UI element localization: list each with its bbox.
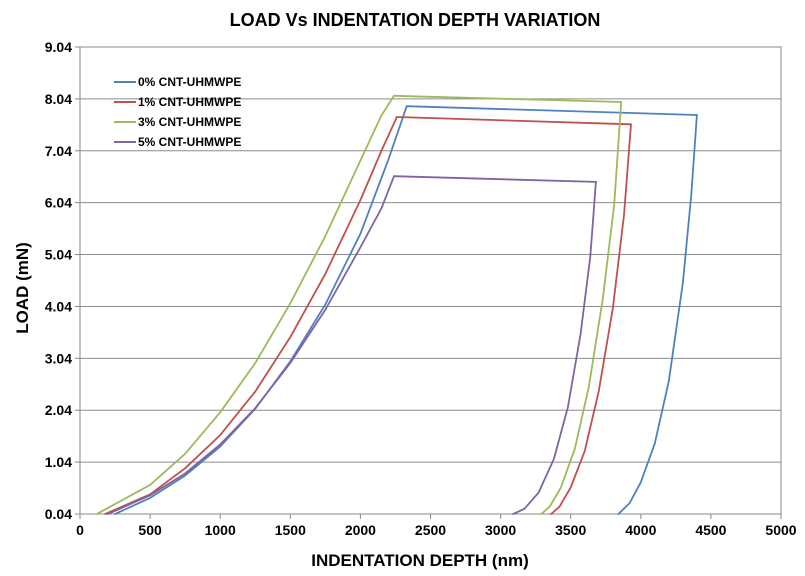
series-line-unloading: [550, 123, 632, 515]
y-tick-label: 4.04: [45, 298, 72, 314]
series-line-loading: [114, 105, 408, 515]
series-line-hold: [393, 175, 597, 183]
series-line-unloading: [617, 114, 698, 515]
series-lines: [95, 94, 698, 515]
y-axis-title: LOAD (mN): [13, 242, 32, 334]
series-2: [104, 116, 632, 515]
series-line-unloading: [512, 180, 597, 515]
y-tick-label: 5.04: [45, 247, 72, 263]
x-axis-ticks: 0 500 1000 1500 2000 2500 3000 3500 4000 4500 5000: [76, 514, 797, 538]
x-tick-label: 5000: [765, 522, 796, 538]
y-tick-label: 2.04: [45, 402, 72, 418]
legend: 0% CNT-UHMWPE 1% CNT-UHMWPE 3% CNT-UHMWPE 5…: [114, 75, 241, 149]
x-tick-label: 0: [76, 522, 84, 538]
x-tick-label: 2000: [345, 522, 376, 538]
y-tick-label: 1.04: [45, 454, 72, 470]
legend-label: 1% CNT-UHMWPE: [138, 95, 241, 109]
y-tick-label: 7.04: [45, 143, 72, 159]
x-tick-label: 3000: [485, 522, 516, 538]
series-line-hold: [393, 94, 623, 103]
series-3: [95, 94, 623, 515]
x-axis-title: INDENTATION DEPTH (nm): [311, 551, 529, 570]
legend-label: 0% CNT-UHMWPE: [138, 75, 241, 89]
series-line-loading: [107, 175, 395, 515]
gridlines: [80, 46, 781, 463]
x-tick-label: 4000: [625, 522, 656, 538]
legend-label: 5% CNT-UHMWPE: [138, 135, 241, 149]
x-tick-label: 2500: [415, 522, 446, 538]
series-line-hold: [405, 105, 698, 116]
y-tick-label: 8.04: [45, 91, 72, 107]
x-tick-label: 500: [138, 522, 162, 538]
x-tick-label: 3500: [555, 522, 586, 538]
chart-title: LOAD Vs INDENTATION DEPTH VARIATION: [230, 10, 601, 30]
series-line-hold: [395, 116, 632, 126]
series-4: [107, 175, 597, 515]
x-tick-label: 1000: [205, 522, 236, 538]
y-axis-ticks: 0.04 1.04 2.04 3.04 4.04 5.04 6.04 7.04 8.04 9.04: [45, 39, 80, 522]
y-tick-label: 0.04: [45, 506, 72, 522]
series-line-loading: [95, 94, 395, 515]
legend-label: 3% CNT-UHMWPE: [138, 115, 241, 129]
y-tick-label: 6.04: [45, 195, 72, 211]
y-tick-label: 3.04: [45, 350, 72, 366]
y-tick-label: 9.04: [45, 39, 72, 55]
x-tick-label: 4500: [695, 522, 726, 538]
series-line-unloading: [540, 101, 623, 515]
series-line-loading: [104, 116, 398, 515]
x-tick-label: 1500: [275, 522, 306, 538]
